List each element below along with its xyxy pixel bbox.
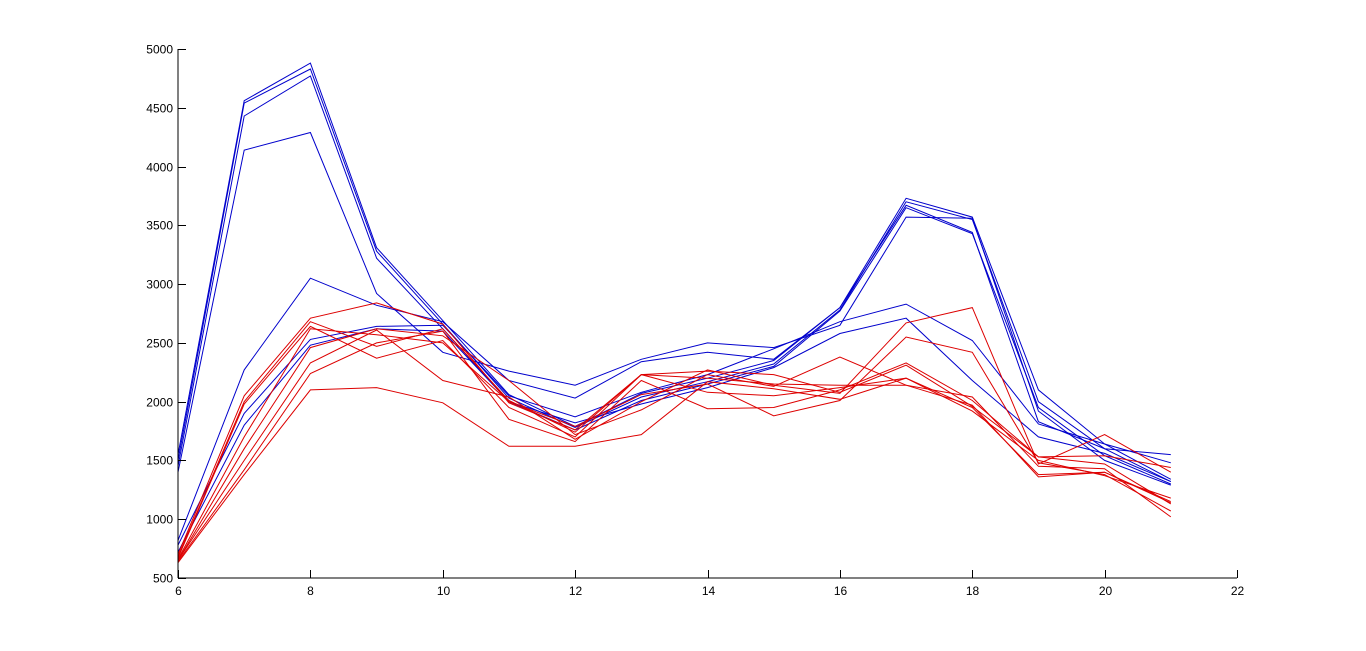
x-tick-label: 18 bbox=[966, 584, 980, 598]
x-tick-label: 22 bbox=[1231, 584, 1245, 598]
x-tick-label: 12 bbox=[569, 584, 583, 598]
y-tick-label: 4000 bbox=[146, 161, 173, 175]
series-line-red-10 bbox=[177, 325, 1172, 559]
y-tick-label: 1500 bbox=[146, 454, 173, 468]
series-line-blue-4 bbox=[177, 131, 1171, 486]
axes: 6 8 10 12 14 16 18 20 22 500 1000 1500 2000 2500 3000 3… bbox=[146, 43, 1244, 599]
x-tick-label: 8 bbox=[307, 584, 314, 598]
series-line-red-13 bbox=[177, 307, 1172, 561]
series-line-red-15 bbox=[177, 377, 1171, 564]
series-line-blue-2 bbox=[177, 68, 1172, 483]
series-layer bbox=[177, 62, 1172, 564]
x-tick-label: 16 bbox=[834, 584, 848, 598]
y-tick-label: 5000 bbox=[146, 43, 173, 57]
y-tick-label: 500 bbox=[153, 572, 173, 586]
y-tick-label: 2000 bbox=[146, 396, 173, 410]
series-line-red-14 bbox=[177, 330, 1171, 562]
series-line-red-11 bbox=[177, 328, 1172, 560]
y-tick-label: 1000 bbox=[146, 513, 173, 527]
series-line-blue-5 bbox=[177, 204, 1171, 541]
x-tick-label: 14 bbox=[702, 584, 716, 598]
series-line-blue-7 bbox=[177, 317, 1171, 553]
x-tick-label: 20 bbox=[1099, 584, 1113, 598]
x-tick-label: 6 bbox=[175, 584, 182, 598]
series-line-red-12 bbox=[177, 328, 1172, 561]
y-tick-label: 4500 bbox=[146, 102, 173, 116]
y-tick-label: 2500 bbox=[146, 337, 173, 351]
series-line-blue-1 bbox=[177, 62, 1172, 480]
x-tick-label: 10 bbox=[437, 584, 451, 598]
y-tick-label: 3000 bbox=[146, 278, 173, 292]
y-tick-label: 3500 bbox=[146, 219, 173, 233]
